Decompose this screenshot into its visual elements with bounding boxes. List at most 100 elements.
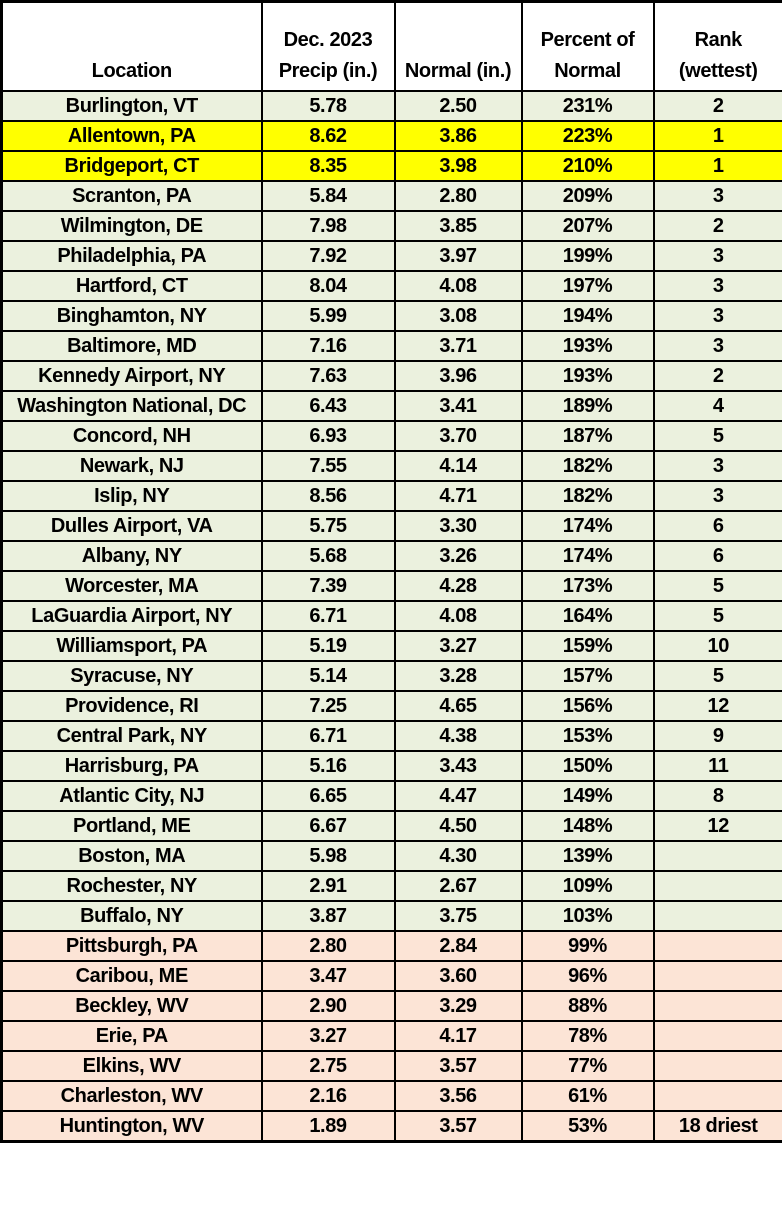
cell-precip: 7.92 — [260, 240, 396, 272]
cell-normal: 3.70 — [393, 420, 523, 452]
cell-percent: 210% — [520, 150, 655, 182]
cell-percent: 194% — [520, 300, 655, 332]
cell-rank — [652, 930, 782, 962]
cell-location: Washington National, DC — [0, 390, 263, 422]
cell-precip: 5.19 — [260, 630, 396, 662]
cell-rank — [652, 960, 782, 992]
cell-rank: 2 — [652, 360, 782, 392]
cell-normal: 3.56 — [393, 1080, 523, 1112]
cell-rank: 3 — [652, 270, 782, 302]
cell-precip: 6.43 — [260, 390, 396, 422]
table-row: LaGuardia Airport, NY 6.71 4.08 164% 5 — [0, 600, 782, 632]
cell-normal: 3.75 — [393, 900, 523, 932]
table-row: Albany, NY 5.68 3.26 174% 6 — [0, 540, 782, 572]
cell-precip: 3.27 — [260, 1020, 396, 1052]
cell-normal: 3.57 — [393, 1110, 523, 1143]
cell-rank — [652, 1020, 782, 1052]
cell-location: Portland, ME — [0, 810, 263, 842]
col-header-percent: Percent of Normal — [520, 0, 655, 92]
cell-precip: 6.93 — [260, 420, 396, 452]
table-row: Hartford, CT 8.04 4.08 197% 3 — [0, 270, 782, 302]
cell-rank: 12 — [652, 810, 782, 842]
cell-location: Scranton, PA — [0, 180, 263, 212]
table-row: Buffalo, NY 3.87 3.75 103% — [0, 900, 782, 932]
cell-percent: 209% — [520, 180, 655, 212]
cell-precip: 6.65 — [260, 780, 396, 812]
cell-normal: 3.27 — [393, 630, 523, 662]
cell-percent: 157% — [520, 660, 655, 692]
cell-location: Buffalo, NY — [0, 900, 263, 932]
cell-rank: 1 — [652, 120, 782, 152]
cell-location: Philadelphia, PA — [0, 240, 263, 272]
table-row: Islip, NY 8.56 4.71 182% 3 — [0, 480, 782, 512]
cell-precip: 5.14 — [260, 660, 396, 692]
cell-precip: 5.99 — [260, 300, 396, 332]
cell-location: Providence, RI — [0, 690, 263, 722]
cell-precip: 8.62 — [260, 120, 396, 152]
table-row: Dulles Airport, VA 5.75 3.30 174% 6 — [0, 510, 782, 542]
cell-normal: 4.28 — [393, 570, 523, 602]
table-row: Binghamton, NY 5.99 3.08 194% 3 — [0, 300, 782, 332]
cell-normal: 4.47 — [393, 780, 523, 812]
cell-precip: 5.16 — [260, 750, 396, 782]
cell-percent: 109% — [520, 870, 655, 902]
cell-rank: 1 — [652, 150, 782, 182]
cell-percent: 231% — [520, 90, 655, 122]
table-row: Elkins, WV 2.75 3.57 77% — [0, 1050, 782, 1082]
cell-percent: 78% — [520, 1020, 655, 1052]
cell-percent: 223% — [520, 120, 655, 152]
table-row: Erie, PA 3.27 4.17 78% — [0, 1020, 782, 1052]
cell-normal: 3.57 — [393, 1050, 523, 1082]
cell-normal: 2.84 — [393, 930, 523, 962]
cell-normal: 3.97 — [393, 240, 523, 272]
cell-precip: 2.90 — [260, 990, 396, 1022]
table-row: Kennedy Airport, NY 7.63 3.96 193% 2 — [0, 360, 782, 392]
table-row: Atlantic City, NJ 6.65 4.47 149% 8 — [0, 780, 782, 812]
cell-precip: 8.35 — [260, 150, 396, 182]
cell-rank: 3 — [652, 300, 782, 332]
cell-location: Rochester, NY — [0, 870, 263, 902]
cell-location: Syracuse, NY — [0, 660, 263, 692]
table-row: Baltimore, MD 7.16 3.71 193% 3 — [0, 330, 782, 362]
cell-rank: 18 driest — [652, 1110, 782, 1143]
cell-normal: 4.38 — [393, 720, 523, 752]
cell-precip: 7.63 — [260, 360, 396, 392]
col-header-normal: Normal (in.) — [393, 0, 523, 92]
cell-percent: 61% — [520, 1080, 655, 1112]
cell-rank: 6 — [652, 540, 782, 572]
cell-precip: 7.16 — [260, 330, 396, 362]
cell-percent: 174% — [520, 540, 655, 572]
table-row: Wilmington, DE 7.98 3.85 207% 2 — [0, 210, 782, 242]
cell-percent: 197% — [520, 270, 655, 302]
cell-precip: 7.25 — [260, 690, 396, 722]
cell-percent: 182% — [520, 450, 655, 482]
cell-normal: 3.43 — [393, 750, 523, 782]
cell-percent: 148% — [520, 810, 655, 842]
cell-percent: 207% — [520, 210, 655, 242]
cell-location: Pittsburgh, PA — [0, 930, 263, 962]
cell-precip: 6.67 — [260, 810, 396, 842]
cell-location: Williamsport, PA — [0, 630, 263, 662]
cell-location: Beckley, WV — [0, 990, 263, 1022]
table-row: Newark, NJ 7.55 4.14 182% 3 — [0, 450, 782, 482]
cell-location: Wilmington, DE — [0, 210, 263, 242]
cell-percent: 88% — [520, 990, 655, 1022]
table-row: Scranton, PA 5.84 2.80 209% 3 — [0, 180, 782, 212]
cell-rank: 5 — [652, 570, 782, 602]
table-row: Rochester, NY 2.91 2.67 109% — [0, 870, 782, 902]
cell-normal: 3.28 — [393, 660, 523, 692]
cell-normal: 4.71 — [393, 480, 523, 512]
cell-normal: 2.67 — [393, 870, 523, 902]
table-row: Williamsport, PA 5.19 3.27 159% 10 — [0, 630, 782, 662]
cell-location: Bridgeport, CT — [0, 150, 263, 182]
cell-location: Erie, PA — [0, 1020, 263, 1052]
cell-percent: 96% — [520, 960, 655, 992]
cell-normal: 3.60 — [393, 960, 523, 992]
cell-location: Dulles Airport, VA — [0, 510, 263, 542]
cell-percent: 139% — [520, 840, 655, 872]
cell-percent: 174% — [520, 510, 655, 542]
cell-precip: 2.75 — [260, 1050, 396, 1082]
table-row: Burlington, VT 5.78 2.50 231% 2 — [0, 90, 782, 122]
cell-normal: 4.08 — [393, 270, 523, 302]
cell-rank: 2 — [652, 90, 782, 122]
